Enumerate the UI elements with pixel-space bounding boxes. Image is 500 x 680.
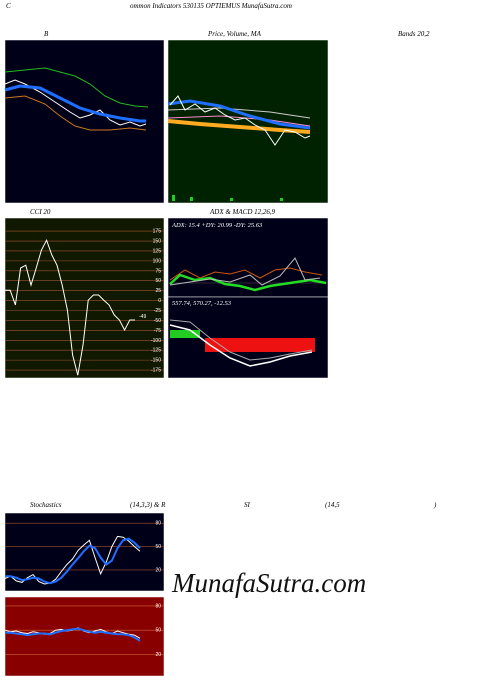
panel — [4, 596, 165, 677]
panel — [4, 217, 165, 379]
panel-title: (14,5 — [325, 501, 340, 509]
series-line — [5, 537, 141, 585]
y-tick-label: -100 — [151, 338, 161, 344]
y-tick-label: 125 — [153, 248, 162, 254]
y-tick-label: 75 — [155, 268, 161, 274]
y-tick-label: -75 — [154, 328, 161, 334]
y-tick-label: -50 — [154, 318, 161, 324]
y-tick-label: 175 — [153, 229, 162, 235]
header-title: ommon Indicators 530135 OPTIEMUS MunafaS… — [130, 2, 292, 10]
y-tick-label: 20 — [155, 652, 161, 658]
y-tick-label: -125 — [151, 348, 161, 354]
y-tick-label: 100 — [153, 258, 162, 264]
y-tick-label: 50 — [155, 278, 161, 284]
last-value-label: -49 — [139, 314, 146, 320]
macd-text: 557.74, 570.27, -12.53 — [172, 300, 232, 307]
y-tick-label: 80 — [155, 603, 161, 609]
panel-title: CCI 20 — [30, 208, 51, 216]
panel-title: B — [44, 30, 49, 38]
header-lead: C — [6, 2, 11, 10]
y-tick-label: 25 — [155, 288, 161, 294]
y-tick-label: -25 — [154, 308, 161, 314]
y-tick-label: 20 — [155, 567, 161, 573]
series-line — [4, 535, 141, 585]
adx-text: ADX: 15.4 +DY: 20.99 -DY: 25.63 — [171, 222, 263, 229]
panel-title: Bands 20,2 — [398, 30, 430, 38]
price-panel — [167, 39, 329, 204]
adx-macd-panel: ADX: 15.4 +DY: 20.99 -DY: 25.63 557.74, … — [167, 217, 329, 379]
y-tick-label: 150 — [153, 239, 162, 245]
watermark: MunafaSutra.com — [171, 568, 366, 598]
y-tick-label: 0 — [158, 298, 161, 304]
y-tick-label: -175 — [151, 368, 161, 374]
bands-panel — [4, 39, 165, 204]
y-tick-label: 80 — [155, 521, 161, 527]
series-line — [5, 627, 141, 642]
panel-title: (14,3,3) & R — [130, 501, 166, 509]
y-tick-label: -150 — [151, 358, 161, 364]
panel-title: ADX & MACD 12,26,9 — [209, 208, 276, 216]
panel-title: Price, Volume, MA — [207, 30, 262, 38]
series-line — [5, 238, 135, 376]
panel-title: ) — [433, 501, 437, 509]
y-tick-label: 50 — [155, 628, 161, 634]
y-tick-label: 50 — [155, 544, 161, 550]
panel-title: Stochastics — [30, 501, 62, 509]
panel-title: SI — [244, 501, 251, 509]
